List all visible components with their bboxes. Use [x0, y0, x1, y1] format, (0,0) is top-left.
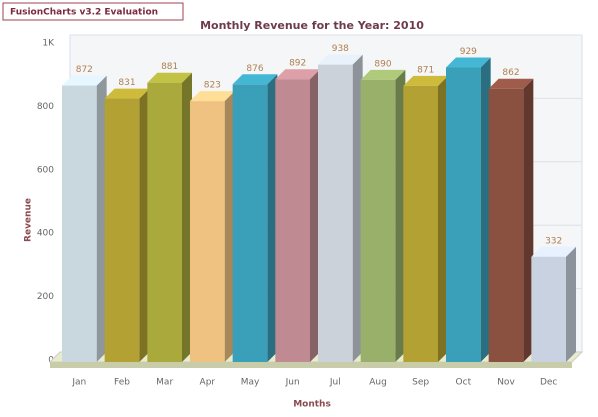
bar-side	[310, 69, 320, 363]
bar-top	[104, 88, 150, 99]
bar-side	[523, 78, 534, 362]
value-label: 831	[118, 78, 135, 88]
x-tick-label: May	[241, 378, 260, 388]
x-tick-label: Oct	[456, 378, 472, 388]
value-label: 890	[374, 59, 391, 69]
bar	[232, 84, 268, 363]
bar-top	[318, 54, 363, 65]
bar-side	[267, 74, 278, 363]
bar	[531, 256, 566, 362]
bar-top	[232, 74, 278, 85]
y-axis-title: Revenue	[24, 198, 34, 242]
x-tick-label: Mar	[156, 378, 173, 388]
y-tick-label: 200	[37, 292, 54, 302]
value-label: 892	[289, 59, 306, 69]
x-tick-label: Dec	[540, 378, 557, 388]
value-label: 823	[204, 81, 221, 91]
bar-top	[446, 57, 491, 68]
bar-top	[190, 91, 235, 102]
y-tick-label: 800	[37, 102, 54, 112]
x-tick-label: Jan	[71, 378, 86, 388]
x-tick-label: Feb	[114, 378, 130, 388]
bar	[360, 79, 396, 363]
bar-side	[96, 75, 107, 363]
y-tick-label: 1K	[42, 39, 55, 49]
y-tick-label: 600	[37, 165, 54, 175]
bar	[104, 98, 140, 362]
x-tick-label: Nov	[497, 378, 515, 388]
bar-side	[566, 246, 576, 362]
x-tick-label: Jun	[285, 378, 300, 388]
value-label: 862	[502, 68, 519, 78]
bar-side	[480, 57, 491, 363]
chart-title: Monthly Revenue for the Year: 2010	[200, 19, 424, 32]
bar	[403, 85, 438, 362]
bar	[318, 64, 353, 363]
badge-box	[2, 2, 184, 21]
bar-top	[403, 75, 448, 86]
x-axis-title: Months	[293, 400, 331, 410]
bar-top	[275, 69, 320, 80]
value-label: 871	[417, 65, 434, 75]
value-label: 332	[545, 236, 562, 246]
bar	[446, 67, 481, 362]
bar-side	[395, 69, 406, 363]
watermark: FusionCharts v3.2 Evaluation	[10, 8, 158, 18]
value-label: 872	[76, 65, 93, 75]
bar	[190, 101, 225, 362]
y-tick-label: 400	[37, 229, 54, 239]
bar-top	[488, 78, 534, 89]
bar	[147, 82, 182, 363]
bar-side	[182, 72, 192, 363]
value-label: 929	[460, 47, 477, 57]
bar-top	[62, 75, 107, 86]
x-tick-label: Sep	[412, 378, 429, 388]
bar	[488, 88, 524, 362]
value-label: 938	[332, 44, 349, 54]
bar-top	[147, 72, 192, 83]
value-label: 876	[246, 64, 263, 74]
x-tick-label: Jul	[329, 378, 341, 388]
bar-side	[438, 75, 448, 362]
bar-top	[531, 246, 576, 257]
floor-front	[50, 362, 572, 368]
bar-top	[360, 69, 406, 80]
value-label: 881	[161, 62, 178, 72]
bar	[62, 85, 97, 363]
bar	[275, 79, 310, 363]
bar-side	[139, 88, 150, 362]
bar-side	[352, 54, 363, 363]
bar-side	[224, 91, 235, 362]
x-tick-label: Apr	[200, 378, 216, 388]
x-tick-label: Aug	[369, 378, 387, 388]
